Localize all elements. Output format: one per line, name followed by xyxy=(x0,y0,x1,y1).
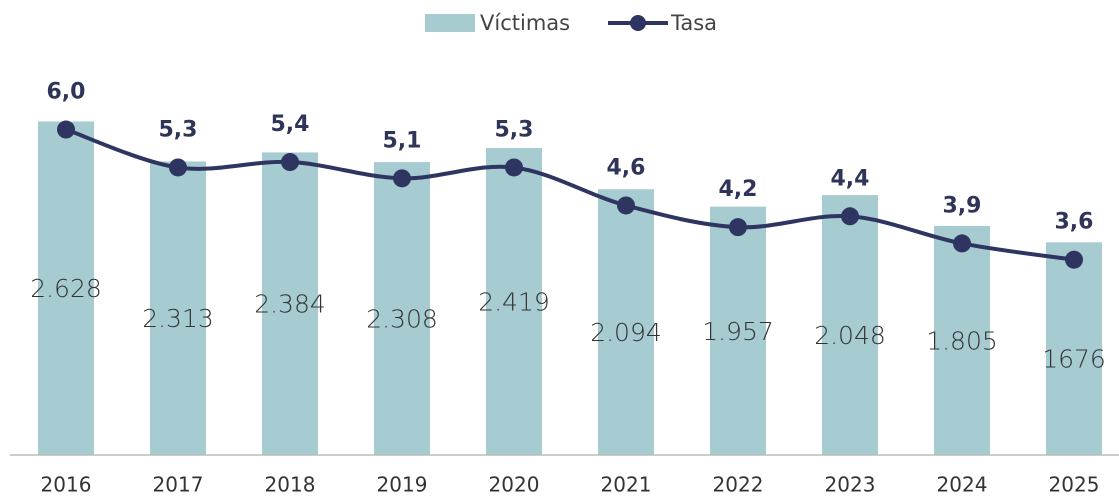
bar-label: 2.094 xyxy=(590,318,662,347)
bar-label: 1676 xyxy=(1042,345,1106,374)
bar xyxy=(934,225,990,455)
bar xyxy=(486,148,542,455)
x-tick-label: 2018 xyxy=(265,473,316,497)
bar xyxy=(710,206,766,455)
x-tick-label: 2017 xyxy=(153,473,204,497)
line xyxy=(65,127,1075,262)
point xyxy=(617,196,635,215)
x-tick-label: 2024 xyxy=(937,473,988,497)
point xyxy=(505,158,523,177)
bar xyxy=(150,161,206,455)
bar-label: 2.308 xyxy=(366,305,438,334)
point-label: 3,9 xyxy=(943,193,982,218)
bar-label: 2.048 xyxy=(814,321,886,350)
x-tick-label: 2019 xyxy=(377,473,428,497)
bar xyxy=(374,162,430,455)
x-tick-label: 2020 xyxy=(489,473,540,497)
point-label: 4,2 xyxy=(719,177,758,202)
bar-label: 1.957 xyxy=(702,317,774,346)
bar xyxy=(1046,242,1102,455)
point-label: 5,3 xyxy=(495,117,534,142)
bar xyxy=(598,189,654,455)
point xyxy=(393,169,411,188)
x-tick-label: 2016 xyxy=(41,473,92,497)
x-tick-label: 2022 xyxy=(713,473,764,497)
point xyxy=(729,218,747,237)
point xyxy=(57,120,75,139)
point-label: 6,0 xyxy=(47,80,86,105)
point-label: 3,6 xyxy=(1055,210,1094,235)
legend-swatch xyxy=(630,15,646,31)
bar-label: 2.419 xyxy=(478,288,550,317)
point xyxy=(281,153,299,172)
point xyxy=(841,207,859,226)
x-tick-label: 2025 xyxy=(1049,473,1100,497)
legend-swatch xyxy=(425,14,475,32)
bar-label: 1.805 xyxy=(926,326,998,355)
point-label: 4,4 xyxy=(831,166,870,191)
point xyxy=(1065,250,1083,269)
point-label: 5,4 xyxy=(271,112,310,137)
bar-label: 2.384 xyxy=(254,290,326,319)
legend-label: Tasa xyxy=(670,11,717,35)
legend-label: Víctimas xyxy=(480,11,570,35)
point-label: 4,6 xyxy=(607,155,646,180)
x-tick-label: 2023 xyxy=(825,473,876,497)
bar xyxy=(822,195,878,455)
point-label: 5,3 xyxy=(159,117,198,142)
bar-label: 2.628 xyxy=(30,274,102,303)
point xyxy=(169,158,187,177)
point-label: 5,1 xyxy=(383,128,422,153)
point xyxy=(953,234,971,253)
x-tick-label: 2021 xyxy=(601,473,652,497)
bar xyxy=(38,121,94,456)
bar-label: 2.313 xyxy=(142,304,214,333)
bar xyxy=(262,152,318,455)
